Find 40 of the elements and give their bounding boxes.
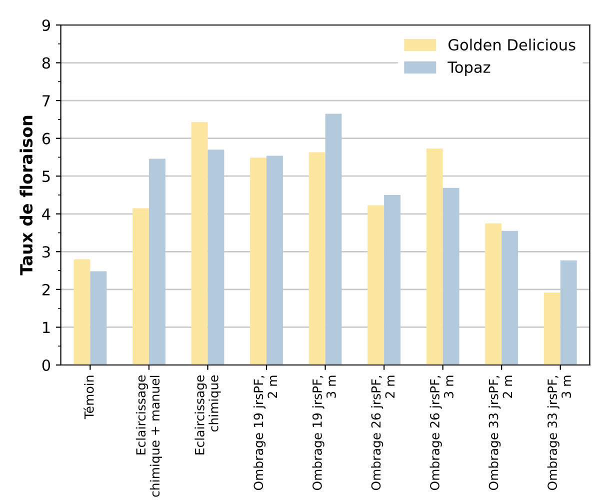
x-tick-label: Ombrage 26 jrsPF, 2 m (371, 376, 394, 490)
bar (308, 152, 326, 365)
bar (442, 188, 460, 365)
bar (250, 158, 267, 365)
y-tick-label: 4 (42, 208, 50, 220)
x-tick-label: Ombrage 19 jrsPF, 2 m (253, 376, 277, 490)
y-tick-label: 5 (42, 170, 50, 182)
bar (368, 205, 384, 365)
bar (74, 259, 90, 365)
bar (426, 148, 443, 365)
y-tick-label: 1 (43, 322, 50, 334)
y-tick-label: 8 (42, 57, 50, 69)
bar (148, 158, 166, 365)
bar (544, 292, 560, 365)
x-tick-label: Ombrage 19 jrsPF, 3 m (312, 376, 336, 490)
x-tick-label: Ombrage 33 jrsPF, 2 m (488, 376, 512, 490)
bar (485, 223, 502, 365)
bar (132, 208, 149, 365)
y-tick-label: 6 (42, 132, 50, 144)
y-axis-title: Taux de floraison (20, 116, 33, 276)
x-tick-label: Ombrage 26 jrsPF, 3 m (430, 376, 454, 490)
x-tick-label: Eclaircissage chimique (194, 375, 221, 454)
bar (502, 230, 518, 365)
bar (266, 156, 283, 365)
y-tick-label: 9 (42, 19, 50, 32)
legend-label: Golden Delicious (448, 38, 576, 51)
bar (208, 150, 224, 365)
x-tick-label: Témoin (84, 376, 94, 420)
bar (384, 195, 401, 365)
bar (90, 271, 107, 365)
y-tick-label: 0 (42, 359, 50, 372)
legend-label: Topaz (448, 62, 490, 76)
x-tick-label: Eclaircissage chimique + manuel (136, 375, 162, 497)
x-tick-label: Ombrage 33 jrsPF, 3 m (547, 376, 571, 490)
bar (325, 114, 342, 365)
y-tick-label: 2 (42, 284, 50, 296)
y-tick-label: 7 (42, 95, 50, 106)
bar (191, 122, 208, 365)
bar (560, 260, 577, 365)
y-tick-label: 3 (42, 246, 50, 258)
